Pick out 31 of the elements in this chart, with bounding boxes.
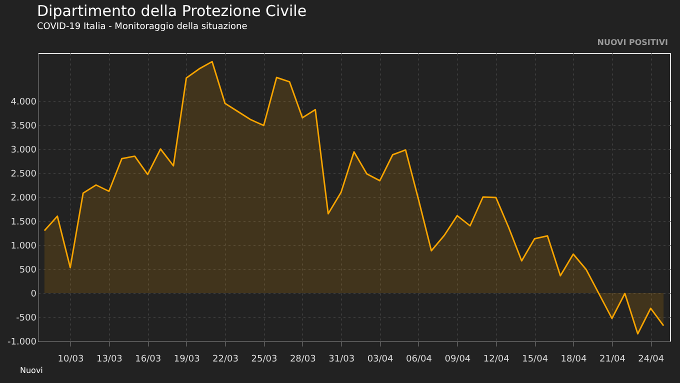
x-tick-label: 10/03: [58, 354, 84, 364]
y-tick-label: -1.000: [7, 338, 37, 348]
x-tick-label: 22/03: [212, 354, 238, 364]
x-tick-label: 18/04: [560, 354, 588, 364]
y-tick-label: 2.000: [10, 194, 37, 204]
y-tick-label: 3.000: [10, 146, 37, 156]
x-tick-label: 25/03: [251, 354, 278, 364]
text: Nuovi: [20, 366, 43, 375]
chart-title: Dipartimento della Protezione Civile: [36, 2, 307, 20]
y-tick-label: 3.500: [10, 122, 37, 132]
y-tick-label: 1.000: [10, 242, 37, 252]
x-tick-label: 19/03: [174, 354, 200, 364]
x-tick-label: 13/03: [96, 354, 122, 364]
x-tick-label: 21/04: [599, 354, 626, 364]
x-tick-label: 03/04: [367, 354, 394, 364]
x-tick-label: 28/03: [290, 354, 316, 364]
y-tick-label: 500: [19, 266, 37, 276]
y-tick-label: 2.500: [10, 170, 37, 180]
x-tick-label: 24/04: [638, 354, 664, 364]
text: NUOVI POSITIVI: [597, 38, 668, 47]
x-tick-label: 06/04: [406, 354, 432, 364]
x-tick-label: 12/04: [483, 354, 510, 364]
y-tick-label: -500: [16, 314, 37, 324]
x-tick-label: 15/04: [522, 354, 548, 364]
x-tick-label: 09/04: [444, 354, 471, 364]
x-tick-label: 31/03: [328, 354, 355, 364]
y-tick-label: 4.000: [10, 98, 37, 108]
x-tick-label: 16/03: [135, 354, 162, 364]
y-tick-label: 1.500: [10, 218, 37, 228]
chart-subtitle: COVID-19 Italia - Monitoraggio della situazione: [36, 22, 248, 32]
y-tick-label: 0: [30, 290, 37, 300]
